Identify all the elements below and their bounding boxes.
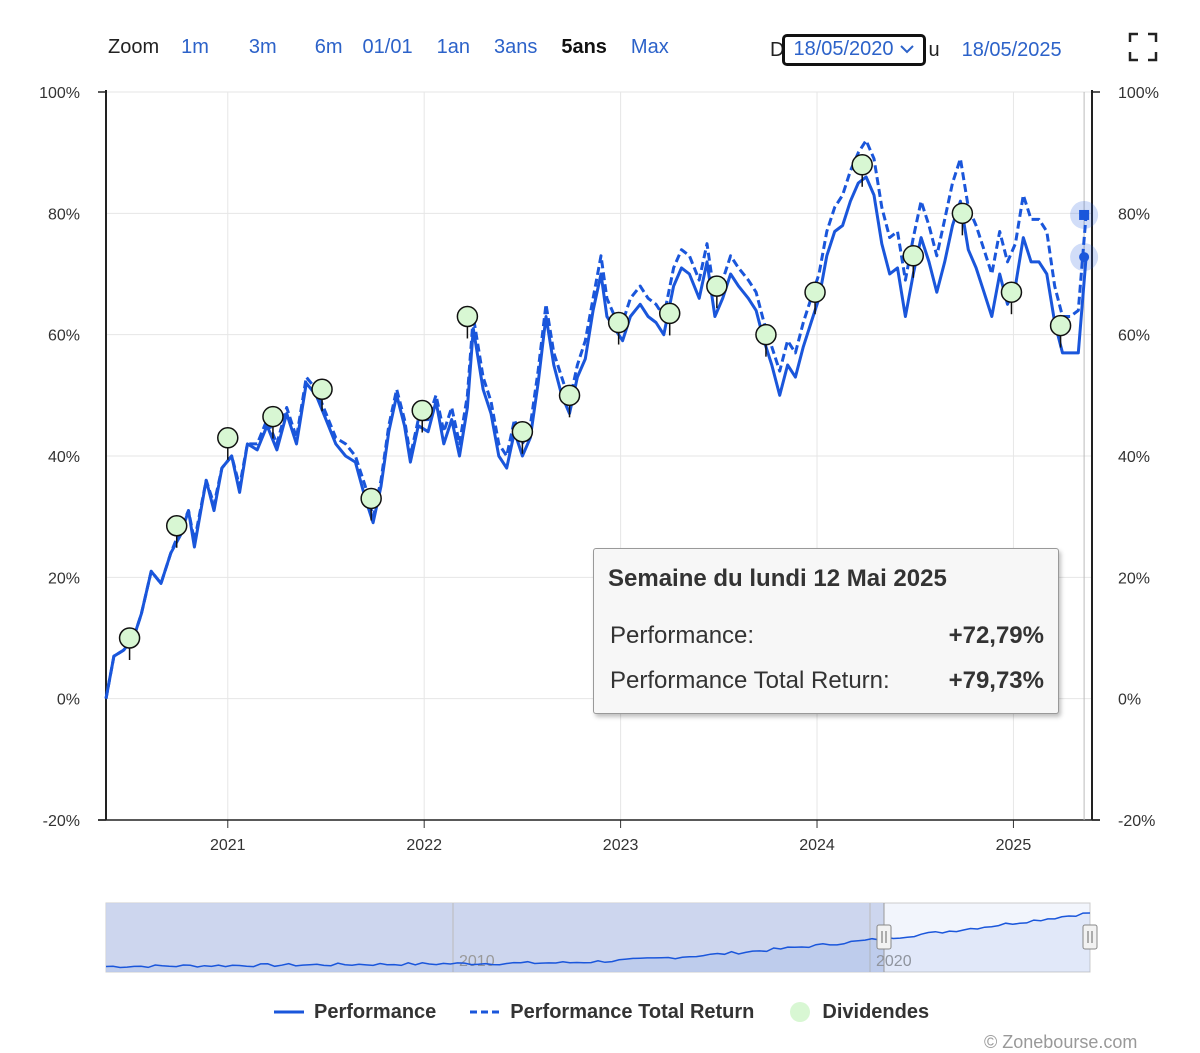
from-label: D bbox=[770, 38, 785, 61]
y-tick-label-left: 40% bbox=[48, 449, 80, 466]
legend-item-total-return[interactable]: Performance Total Return bbox=[470, 1001, 754, 1024]
navigator[interactable]: 2010 2020 bbox=[105, 902, 1098, 973]
y-tick-label-left: 20% bbox=[48, 570, 80, 587]
copyright: © Zonebourse.com bbox=[984, 1032, 1138, 1052]
y-tick-label-right: 100% bbox=[1118, 85, 1159, 102]
dividend-marker bbox=[511, 420, 534, 443]
hover-point-performance bbox=[1079, 252, 1090, 263]
dividend-marker bbox=[851, 154, 873, 176]
legend-label: Dividendes bbox=[822, 1000, 930, 1023]
y-tick-label-left: 100% bbox=[39, 85, 80, 102]
navigator-tick-label: 2020 bbox=[876, 953, 912, 970]
dividend-marker bbox=[706, 275, 728, 297]
tooltip-value: +72,79% bbox=[948, 621, 1044, 649]
solid-line-icon bbox=[274, 1010, 304, 1014]
y-tick-label-left: 0% bbox=[57, 692, 80, 709]
dividend-marker bbox=[1000, 281, 1023, 303]
x-tick-label: 2023 bbox=[603, 837, 639, 854]
legend-item-dividends[interactable]: Dividendes bbox=[788, 1000, 929, 1024]
y-tick-label-right: -20% bbox=[1118, 813, 1155, 830]
dividend-marker bbox=[658, 302, 681, 325]
axes: 100% 100% 80% 80% 60% 60% 40% 40% 20% 20% 0% 0% -20%… bbox=[39, 85, 1159, 854]
dashed-line-icon bbox=[470, 1010, 501, 1014]
zoom-5ans-button[interactable]: 5ans bbox=[561, 36, 607, 58]
zoom-3ans-button[interactable]: 3ans bbox=[493, 36, 538, 58]
navigator-line bbox=[105, 912, 1091, 969]
date-range: D 18/05/2020 u 18/05/2025 bbox=[770, 34, 1062, 66]
dividend-circle-icon bbox=[790, 1002, 811, 1022]
y-tick-label-left: -20% bbox=[43, 813, 80, 830]
navigator-area bbox=[106, 913, 1090, 972]
dividend-marker bbox=[951, 202, 974, 225]
from-date-value: 18/05/2020 bbox=[793, 38, 894, 60]
navigator-handle-left[interactable] bbox=[876, 924, 892, 950]
to-label: u bbox=[928, 38, 940, 61]
dividend-marker bbox=[902, 245, 925, 267]
dividend-marker bbox=[217, 427, 239, 449]
handle-body bbox=[1082, 924, 1098, 950]
navigator-mask bbox=[106, 903, 884, 972]
zoom-6m-button[interactable]: 6m bbox=[314, 36, 343, 58]
dividend-marker bbox=[411, 399, 433, 422]
from-date-select[interactable]: 18/05/2020 bbox=[782, 34, 927, 66]
hover-markers bbox=[1070, 200, 1099, 272]
x-tick-label: 2021 bbox=[210, 837, 246, 854]
navigator-tick-label: 2010 bbox=[459, 953, 495, 970]
hover-point-total-return bbox=[1079, 209, 1090, 220]
x-tick-label: 2025 bbox=[996, 837, 1032, 854]
zoom-1an-button[interactable]: 1an bbox=[436, 36, 470, 58]
tooltip: Semaine du lundi 12 Mai 2025 Performance… bbox=[593, 548, 1059, 714]
to-date-input[interactable]: 18/05/2025 bbox=[961, 38, 1062, 61]
tooltip-title: Semaine du lundi 12 Mai 2025 bbox=[608, 565, 947, 592]
series-total-return-line bbox=[104, 139, 1088, 699]
y-tick-label-right: 60% bbox=[1118, 328, 1150, 345]
dividend-marker bbox=[118, 627, 141, 649]
tooltip-value: +79,73% bbox=[948, 666, 1044, 694]
y-tick-label-right: 40% bbox=[1118, 449, 1150, 466]
y-tick-label-left: 80% bbox=[48, 206, 80, 223]
dividend-marker bbox=[311, 378, 333, 401]
dividend-marker bbox=[1049, 314, 1072, 337]
fullscreen-icon[interactable] bbox=[1128, 32, 1158, 62]
dividend-marker bbox=[360, 487, 382, 510]
handle-body bbox=[876, 924, 892, 950]
zoom-ytd-button[interactable]: 01/01 bbox=[362, 36, 413, 58]
dividend-marker bbox=[165, 515, 188, 537]
dividend-marker bbox=[755, 323, 777, 346]
dividend-marker bbox=[804, 281, 826, 303]
dividend-marker bbox=[607, 311, 630, 334]
x-tick-label: 2022 bbox=[406, 837, 442, 854]
y-tick-label-right: 20% bbox=[1118, 570, 1150, 587]
tooltip-row-total-return: Performance Total Return: +79,73% bbox=[608, 658, 1044, 703]
dividend-marker bbox=[456, 305, 479, 328]
legend: Performance Performance Total Return Div… bbox=[274, 1000, 963, 1024]
tooltip-label: Performance Total Return: bbox=[610, 666, 890, 694]
chevron-down-icon bbox=[899, 41, 915, 59]
zoom-selector: Zoom 1m 3m 6m 01/01 1an 3ans 5ans Max bbox=[108, 36, 693, 59]
zoom-1m-button[interactable]: 1m bbox=[181, 36, 209, 58]
y-tick-label-right: 0% bbox=[1118, 692, 1141, 709]
legend-item-performance[interactable]: Performance bbox=[274, 1001, 436, 1024]
zoom-label: Zoom bbox=[108, 36, 160, 58]
legend-label: Performance Total Return bbox=[510, 1000, 755, 1023]
zoom-max-button[interactable]: Max bbox=[630, 36, 669, 58]
tooltip-label: Performance: bbox=[610, 621, 755, 649]
zoom-3m-button[interactable]: 3m bbox=[248, 36, 277, 58]
legend-label: Performance bbox=[314, 1000, 437, 1023]
y-tick-label-right: 80% bbox=[1118, 206, 1150, 223]
y-tick-label-left: 60% bbox=[48, 328, 80, 345]
tooltip-row-performance: Performance: +72,79% bbox=[608, 613, 1044, 658]
dividend-marker bbox=[262, 405, 284, 428]
navigator-handle-right[interactable] bbox=[1082, 924, 1098, 950]
dividend-marker bbox=[558, 384, 581, 407]
dividend-markers bbox=[118, 154, 1072, 660]
x-tick-label: 2024 bbox=[799, 837, 835, 854]
